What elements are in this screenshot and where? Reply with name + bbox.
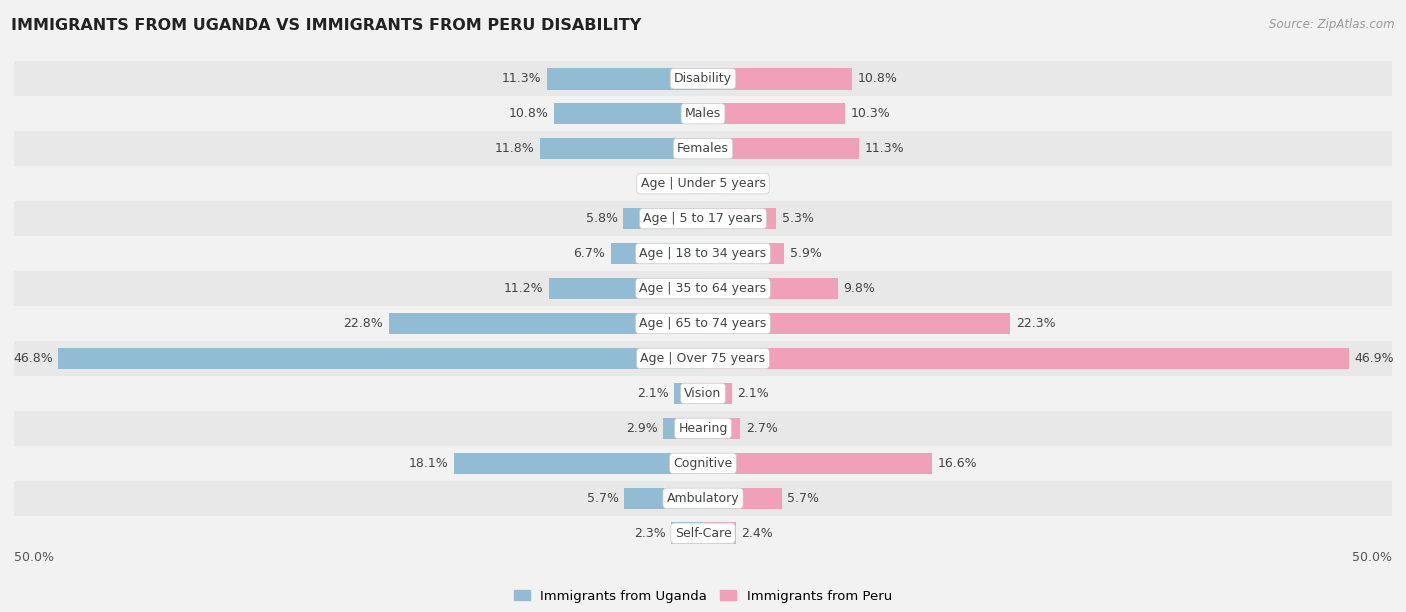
Text: 46.8%: 46.8%	[13, 352, 52, 365]
Text: Self-Care: Self-Care	[675, 527, 731, 540]
Bar	[554, 103, 703, 124]
Bar	[454, 452, 703, 474]
Text: Age | 5 to 17 years: Age | 5 to 17 years	[644, 212, 762, 225]
Bar	[624, 488, 703, 509]
Text: 11.3%: 11.3%	[502, 72, 541, 85]
Bar	[58, 348, 703, 369]
Bar	[688, 173, 703, 195]
Bar	[703, 313, 1011, 334]
Bar	[14, 131, 1392, 166]
Text: 5.9%: 5.9%	[790, 247, 821, 260]
Text: 2.1%: 2.1%	[637, 387, 669, 400]
Bar	[703, 103, 845, 124]
Legend: Immigrants from Uganda, Immigrants from Peru: Immigrants from Uganda, Immigrants from …	[509, 584, 897, 608]
Text: 10.3%: 10.3%	[851, 107, 890, 120]
Text: Age | Under 5 years: Age | Under 5 years	[641, 177, 765, 190]
Text: 11.8%: 11.8%	[495, 142, 534, 155]
Bar	[14, 481, 1392, 516]
Bar	[14, 236, 1392, 271]
Text: 1.2%: 1.2%	[725, 177, 756, 190]
Bar	[540, 138, 703, 160]
Text: Age | 65 to 74 years: Age | 65 to 74 years	[640, 317, 766, 330]
Text: Source: ZipAtlas.com: Source: ZipAtlas.com	[1270, 18, 1395, 31]
Bar	[703, 138, 859, 160]
Text: 6.7%: 6.7%	[574, 247, 605, 260]
Text: 18.1%: 18.1%	[408, 457, 449, 470]
Text: Hearing: Hearing	[678, 422, 728, 435]
Text: Vision: Vision	[685, 387, 721, 400]
Text: 50.0%: 50.0%	[14, 551, 53, 564]
Text: 11.2%: 11.2%	[503, 282, 543, 295]
Text: Cognitive: Cognitive	[673, 457, 733, 470]
Text: 1.1%: 1.1%	[651, 177, 682, 190]
Text: 22.8%: 22.8%	[343, 317, 384, 330]
Text: 16.6%: 16.6%	[938, 457, 977, 470]
Bar	[14, 411, 1392, 446]
Text: Males: Males	[685, 107, 721, 120]
Text: 22.3%: 22.3%	[1015, 317, 1056, 330]
Bar	[673, 382, 703, 405]
Bar	[703, 488, 782, 509]
Bar	[703, 207, 776, 230]
Bar	[547, 68, 703, 89]
Text: Age | Over 75 years: Age | Over 75 years	[641, 352, 765, 365]
Bar	[14, 96, 1392, 131]
Bar	[703, 68, 852, 89]
Bar	[671, 523, 703, 544]
Text: Females: Females	[678, 142, 728, 155]
Text: 9.8%: 9.8%	[844, 282, 876, 295]
Text: 5.7%: 5.7%	[586, 492, 619, 505]
Text: 46.9%: 46.9%	[1355, 352, 1395, 365]
Bar	[703, 382, 733, 405]
Text: 2.9%: 2.9%	[626, 422, 658, 435]
Text: 11.3%: 11.3%	[865, 142, 904, 155]
Text: 5.8%: 5.8%	[585, 212, 617, 225]
Bar	[14, 201, 1392, 236]
Text: 5.7%: 5.7%	[787, 492, 820, 505]
Bar	[703, 278, 838, 299]
Text: 2.3%: 2.3%	[634, 527, 666, 540]
Text: IMMIGRANTS FROM UGANDA VS IMMIGRANTS FROM PERU DISABILITY: IMMIGRANTS FROM UGANDA VS IMMIGRANTS FRO…	[11, 18, 641, 34]
Bar	[14, 306, 1392, 341]
Bar	[14, 446, 1392, 481]
Bar	[14, 271, 1392, 306]
Text: 10.8%: 10.8%	[509, 107, 548, 120]
Text: 2.7%: 2.7%	[745, 422, 778, 435]
Bar	[610, 243, 703, 264]
Bar	[703, 173, 720, 195]
Text: Ambulatory: Ambulatory	[666, 492, 740, 505]
Bar	[14, 376, 1392, 411]
Bar	[703, 452, 932, 474]
Bar	[703, 523, 737, 544]
Bar	[548, 278, 703, 299]
Bar	[14, 341, 1392, 376]
Text: 10.8%: 10.8%	[858, 72, 897, 85]
Bar	[623, 207, 703, 230]
Text: Age | 18 to 34 years: Age | 18 to 34 years	[640, 247, 766, 260]
Bar	[14, 516, 1392, 551]
Text: 50.0%: 50.0%	[1353, 551, 1392, 564]
Bar	[14, 166, 1392, 201]
Text: 2.1%: 2.1%	[738, 387, 769, 400]
Bar	[14, 61, 1392, 96]
Text: 2.4%: 2.4%	[741, 527, 773, 540]
Bar	[389, 313, 703, 334]
Text: Age | 35 to 64 years: Age | 35 to 64 years	[640, 282, 766, 295]
Text: 5.3%: 5.3%	[782, 212, 814, 225]
Bar	[703, 243, 785, 264]
Bar	[703, 348, 1350, 369]
Bar	[664, 417, 703, 439]
Text: Disability: Disability	[673, 72, 733, 85]
Bar	[703, 417, 740, 439]
